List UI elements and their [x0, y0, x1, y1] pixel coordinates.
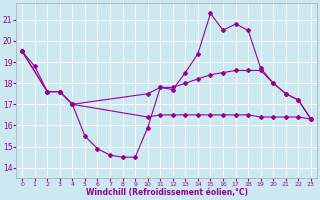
X-axis label: Windchill (Refroidissement éolien,°C): Windchill (Refroidissement éolien,°C)	[85, 188, 248, 197]
